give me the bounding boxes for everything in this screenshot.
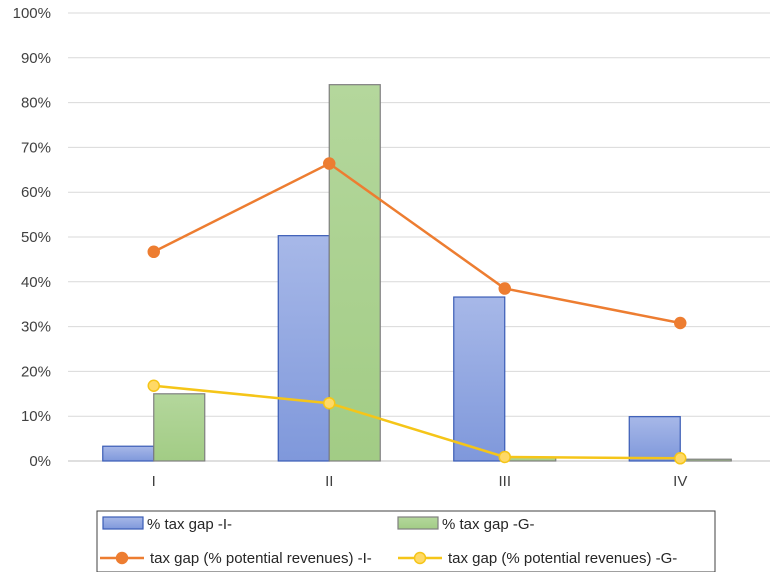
legend-label: tax gap (% potential revenues) -G- <box>448 550 677 567</box>
line-point <box>498 450 511 464</box>
bar <box>153 393 206 462</box>
bar <box>628 416 681 462</box>
y-tick-label: 70% <box>21 139 51 156</box>
series-line <box>153 384 681 460</box>
bar <box>328 84 381 462</box>
legend-label: tax gap (% potential revenues) -I- <box>150 550 372 567</box>
legend-swatch <box>102 516 144 530</box>
legend-swatch <box>397 516 439 530</box>
line-point <box>674 452 687 465</box>
bar <box>679 458 732 462</box>
lines <box>147 157 687 465</box>
y-tick-label: 60% <box>21 184 51 201</box>
line-point <box>498 282 511 295</box>
bar <box>102 445 155 462</box>
legend: % tax gap -I- % tax gap -G-tax gap (% pot… <box>96 510 716 572</box>
line-point <box>147 245 160 259</box>
line-point <box>323 396 336 410</box>
x-tick-label: II <box>325 473 333 490</box>
x-tick-label: IV <box>673 473 687 490</box>
legend-label: % tax gap -G- <box>442 516 535 533</box>
bar <box>453 296 506 462</box>
bar <box>277 235 330 462</box>
y-tick-label: 90% <box>21 50 51 67</box>
series-line <box>153 162 681 325</box>
line-point <box>674 316 687 330</box>
legend-marker <box>115 551 129 565</box>
y-tick-label: 0% <box>29 453 51 470</box>
y-tick-label: 80% <box>21 95 51 112</box>
y-tick-label: 40% <box>21 274 51 291</box>
y-tick-label: 10% <box>21 408 51 425</box>
line-point <box>147 379 160 392</box>
legend-marker <box>413 551 427 565</box>
x-tick-label: III <box>498 473 511 490</box>
x-tick-label: I <box>152 473 156 490</box>
legend-label: % tax gap -I- <box>147 516 232 533</box>
line-point <box>323 157 336 170</box>
bars <box>102 84 732 462</box>
y-tick-label: 30% <box>21 319 51 336</box>
y-tick-label: 50% <box>21 229 51 246</box>
x-axis-ticks: I II III IV <box>152 473 688 490</box>
y-axis-ticks: 0% 10% 20% 30% 40% 50% 60% 70% 80% 90% 100% <box>13 5 51 470</box>
y-tick-label: 20% <box>21 363 51 380</box>
y-tick-label: 100% <box>13 5 51 22</box>
